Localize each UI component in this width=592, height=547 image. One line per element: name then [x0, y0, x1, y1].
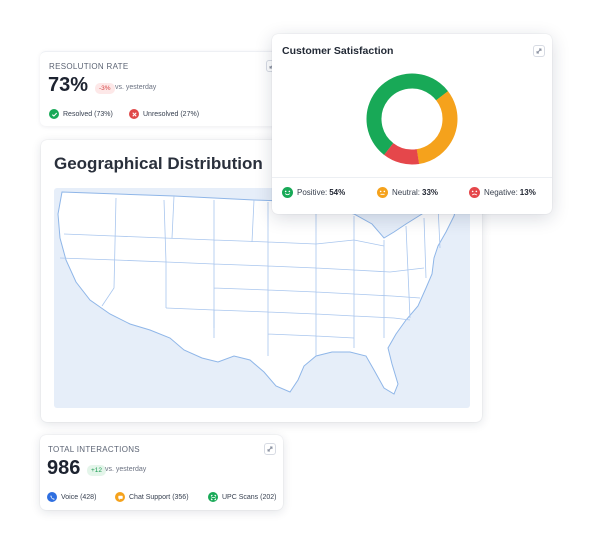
- us-outline: [57, 191, 459, 395]
- negative-legend-label: Negative:: [484, 188, 518, 197]
- negative-legend-value: 13%: [519, 188, 536, 197]
- unresolved-legend: Unresolved (27%): [129, 109, 199, 119]
- x-icon: [129, 109, 139, 119]
- positive-legend-value: 54%: [329, 188, 346, 197]
- expand-icon[interactable]: [533, 45, 545, 57]
- total-interactions-label: TOTAL INTERACTIONS: [48, 445, 140, 454]
- positive-legend-label: Positive:: [297, 188, 328, 197]
- total-interactions-value: 986: [47, 457, 81, 479]
- customer-satisfaction-card: Customer Satisfaction Positive: 54% Neutr…: [272, 34, 552, 214]
- voice-legend-label: Voice (428): [61, 493, 97, 501]
- state-borders: [59, 195, 441, 356]
- total-vs-text: vs. yesterday: [105, 466, 147, 473]
- chat-support-legend: Chat Support (356): [115, 492, 189, 502]
- neutral-legend-value: 33%: [422, 188, 439, 197]
- neutral-legend-label: Neutral:: [392, 188, 421, 197]
- expand-icon[interactable]: [264, 443, 276, 455]
- resolution-rate-card: RESOLUTION RATE 73% -3% vs. yesterday Re…: [40, 51, 280, 126]
- resolved-legend: Resolved (73%): [49, 109, 113, 119]
- us-map-svg: [57, 191, 459, 395]
- chat-support-legend-label: Chat Support (356): [129, 493, 189, 501]
- us-map[interactable]: [54, 188, 470, 408]
- resolved-legend-label: Resolved (73%): [63, 110, 113, 118]
- phone-icon: [47, 492, 57, 502]
- frown-icon: [469, 187, 480, 198]
- geo-title: Geographical Distribution: [54, 154, 263, 173]
- upc-scans-legend: UPC Scans (202): [208, 492, 276, 502]
- scan-icon: [208, 492, 218, 502]
- chat-icon: [115, 492, 125, 502]
- geographical-distribution-card: Geographical Distribution: [41, 140, 482, 422]
- voice-legend: Voice (428): [47, 492, 96, 502]
- resolution-vs-text: vs. yesterday: [115, 84, 157, 91]
- upc-scans-legend-label: UPC Scans (202): [222, 493, 277, 501]
- unresolved-legend-label: Unresolved (27%): [143, 110, 200, 118]
- total-interactions-card: TOTAL INTERACTIONS 986 +12 vs. yesterday…: [40, 435, 283, 510]
- neutral-face-icon: [377, 187, 388, 198]
- smile-icon: [282, 187, 293, 198]
- satisfaction-donut-chart: [366, 73, 458, 165]
- satisfaction-title: Customer Satisfaction: [282, 45, 394, 57]
- resolution-rate-value: 73%: [48, 74, 89, 96]
- negative-legend: Negative: 13%: [469, 187, 536, 198]
- divider: [272, 177, 552, 178]
- resolution-rate-label: RESOLUTION RATE: [49, 62, 129, 71]
- resolution-delta-badge: -3%: [95, 83, 115, 94]
- neutral-legend: Neutral: 33%: [377, 187, 438, 198]
- total-delta-badge: +12: [87, 465, 107, 476]
- check-icon: [49, 109, 59, 119]
- positive-legend: Positive: 54%: [282, 187, 345, 198]
